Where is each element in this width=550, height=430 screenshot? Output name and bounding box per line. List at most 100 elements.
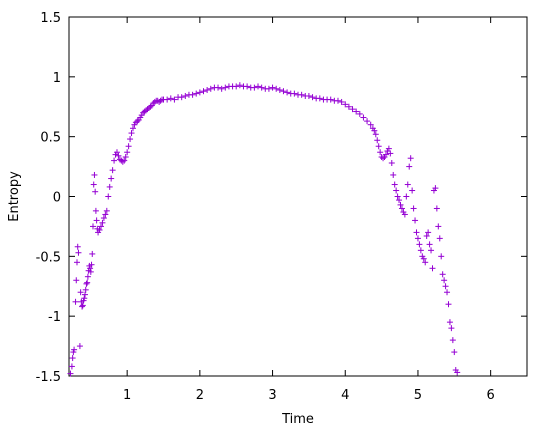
y-tick-label: 1.5 [40, 11, 61, 26]
data-point [218, 85, 225, 92]
data-point [84, 279, 91, 286]
data-point [391, 181, 398, 188]
data-point [387, 150, 394, 157]
data-point [178, 94, 185, 101]
data-point [269, 84, 276, 91]
data-point [426, 241, 433, 248]
data-point [84, 273, 91, 280]
data-point [432, 185, 439, 192]
data-point [451, 349, 458, 356]
data-point [374, 137, 381, 144]
data-point [406, 163, 413, 170]
x-axis: 1 2 3 4 5 6 [123, 17, 495, 403]
data-point [99, 219, 106, 226]
data-point [404, 181, 411, 188]
data-point [157, 97, 164, 104]
data-point [393, 187, 400, 194]
data-point [103, 207, 110, 214]
data-point [92, 207, 99, 214]
data-point [200, 88, 207, 95]
data-point [420, 255, 427, 262]
data-point [435, 223, 442, 230]
y-tick-label: 0.5 [40, 131, 61, 146]
data-point [73, 277, 80, 284]
data-point [429, 265, 436, 272]
data-point [74, 243, 81, 250]
data-point [68, 363, 75, 370]
y-tick-label: 1 [53, 71, 61, 86]
data-point [111, 157, 118, 164]
data-point [81, 295, 88, 302]
data-point [413, 229, 420, 236]
data-point [377, 149, 384, 156]
data-point [371, 127, 378, 134]
data-point [82, 286, 89, 293]
data-point [385, 145, 392, 152]
data-point [403, 193, 410, 200]
data-point [108, 175, 115, 182]
data-point [327, 96, 334, 103]
data-point [76, 343, 83, 350]
data-point [204, 86, 211, 93]
data-point [265, 85, 272, 92]
data-point [449, 337, 456, 344]
data-point [127, 136, 134, 143]
data-point [102, 211, 109, 218]
data-points [67, 82, 461, 377]
data-point [115, 152, 122, 159]
x-tick-label: 1 [123, 388, 131, 403]
data-point [236, 82, 243, 89]
data-point [96, 227, 103, 234]
data-point [189, 91, 196, 98]
data-point [109, 167, 116, 174]
data-point [97, 223, 104, 230]
data-point [407, 155, 414, 162]
data-point [316, 95, 323, 102]
data-point [182, 92, 189, 99]
data-point [71, 346, 78, 353]
data-point [334, 97, 341, 104]
data-point [196, 89, 203, 96]
y-tick-label: -1 [48, 310, 61, 325]
data-point [81, 291, 88, 298]
data-point [454, 369, 461, 376]
data-point [438, 253, 445, 260]
data-point [167, 95, 174, 102]
data-point [88, 261, 95, 268]
x-tick-label: 5 [414, 388, 422, 403]
data-point [93, 217, 100, 224]
data-point [388, 159, 395, 166]
data-point [398, 205, 405, 212]
data-point [442, 283, 449, 290]
data-point [124, 149, 131, 156]
data-point [164, 96, 171, 103]
data-point [390, 171, 397, 178]
data-point [367, 121, 374, 128]
data-point [119, 158, 126, 165]
data-point [417, 247, 424, 254]
data-point [446, 319, 453, 326]
y-axis: -1.5 -1 -0.5 0 0.5 1 1.5 [36, 11, 527, 385]
data-point [280, 88, 287, 95]
data-point [92, 188, 99, 195]
data-point [396, 197, 403, 204]
data-point [436, 235, 443, 242]
data-point [375, 143, 382, 150]
data-point [410, 205, 417, 212]
data-point [89, 223, 96, 230]
data-point [441, 277, 448, 284]
data-point [273, 85, 280, 92]
data-point [309, 94, 316, 101]
data-point [416, 241, 423, 248]
data-point [298, 91, 305, 98]
data-point [284, 89, 291, 96]
data-point [444, 289, 451, 296]
data-point [338, 98, 345, 105]
data-point [222, 84, 229, 91]
data-point [360, 114, 367, 121]
data-point [215, 84, 222, 91]
data-point [147, 103, 154, 110]
data-point [439, 271, 446, 278]
data-point [364, 118, 371, 125]
